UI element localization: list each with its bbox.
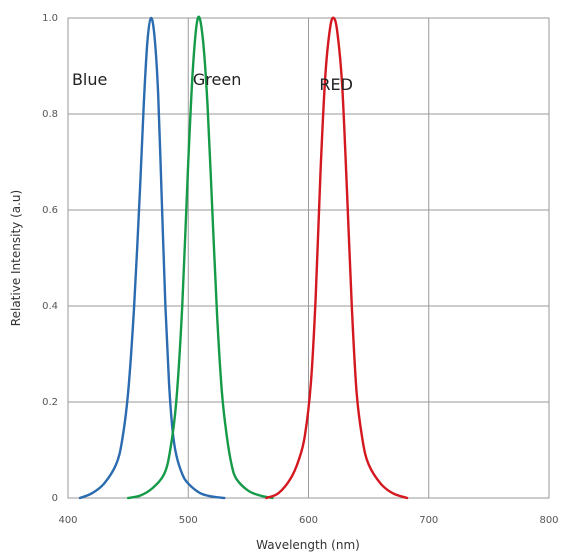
x-tick-labels: 400 500 600 700 800 — [58, 515, 558, 526]
series-label-green: Green — [193, 70, 241, 89]
x-tick-label: 400 — [58, 515, 77, 526]
y-axis-title: Relative Intensity (a.u) — [9, 190, 23, 326]
y-tick-label: 1.0 — [42, 13, 58, 24]
x-tick-label: 800 — [539, 515, 558, 526]
plot-frame — [67, 17, 550, 499]
x-tick-label: 700 — [419, 515, 438, 526]
y-tick-label: 0.6 — [42, 205, 58, 216]
y-tick-label: 0.2 — [42, 397, 58, 408]
y-tick-label: 0 — [52, 493, 58, 504]
series-label-blue: Blue — [72, 70, 107, 89]
series-curves — [78, 15, 409, 500]
grid-lines — [67, 17, 550, 499]
y-tick-labels: 0 0.2 0.4 0.6 0.8 1.0 — [42, 13, 58, 504]
y-tick-label: 0.4 — [42, 301, 58, 312]
series-labels: Blue Green RED — [72, 70, 353, 94]
series-line-green — [126, 15, 274, 500]
y-tick-label: 0.8 — [42, 109, 58, 120]
series-label-red: RED — [319, 75, 353, 94]
x-tick-label: 600 — [299, 515, 318, 526]
x-tick-label: 500 — [179, 515, 198, 526]
series-line-blue — [78, 16, 226, 500]
x-axis-title: Wavelength (nm) — [256, 538, 360, 552]
series-line-red — [265, 16, 409, 500]
